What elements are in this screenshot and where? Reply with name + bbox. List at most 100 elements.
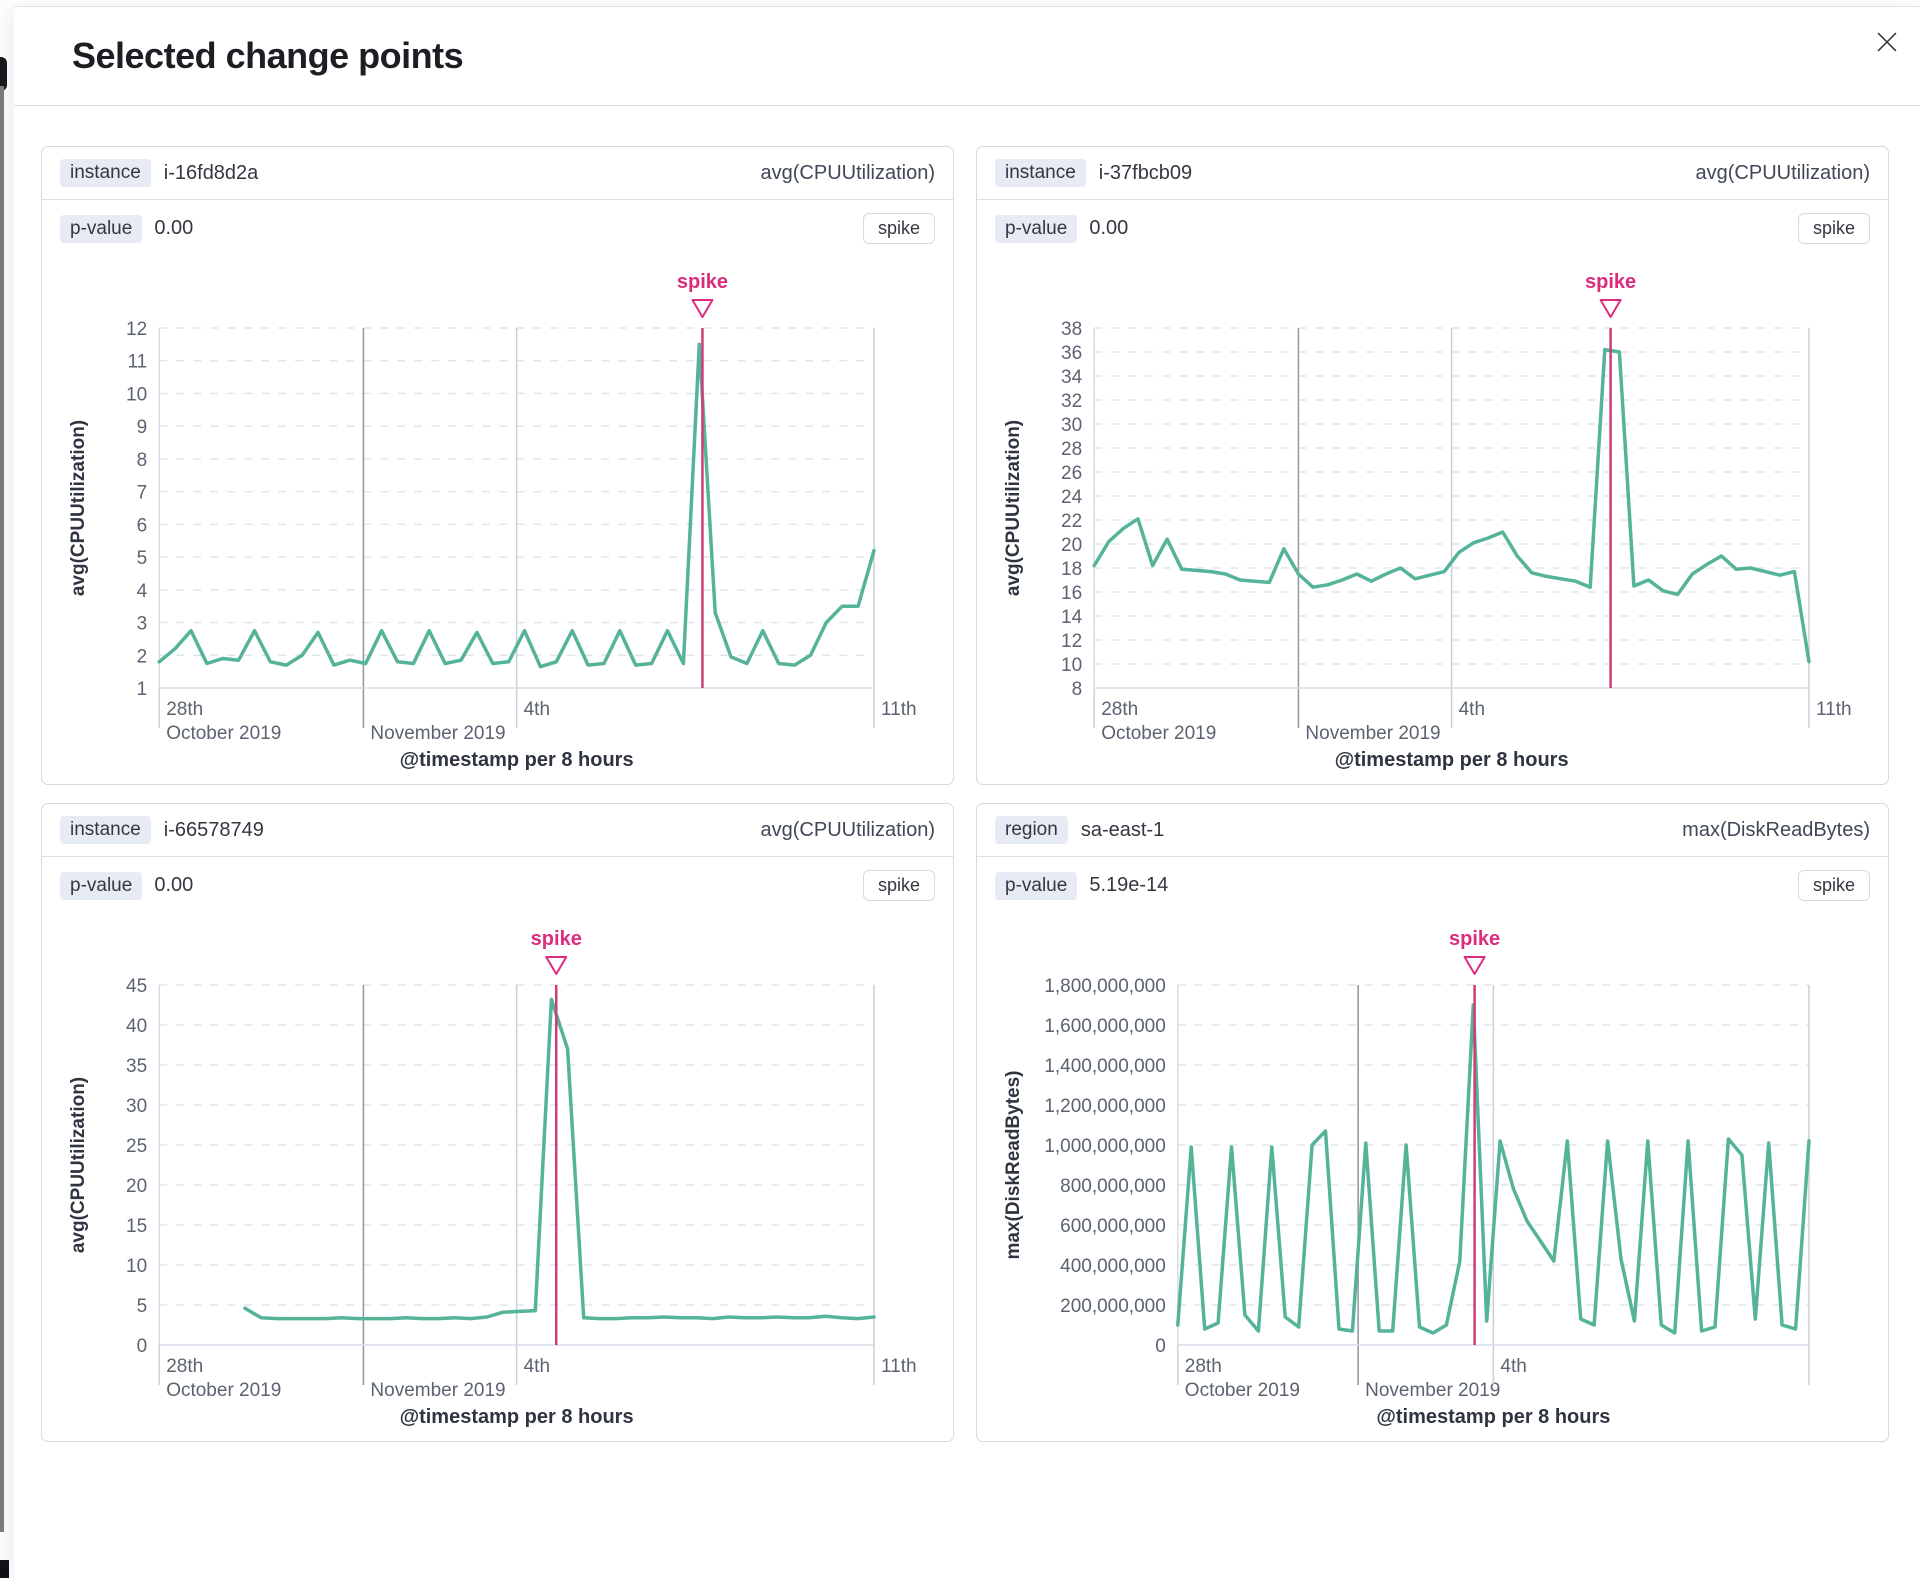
p-value-group: p-value 0.00 [60, 871, 193, 900]
p-value-group: p-value 0.00 [60, 214, 193, 243]
svg-text:22: 22 [1061, 511, 1082, 532]
svg-text:4th: 4th [524, 1356, 550, 1377]
change-point-chart: 0 200,000,000 400,000,000 600,000,000 800,00… [1003, 928, 1811, 1428]
svg-text:avg(CPUUtilization): avg(CPUUtilization) [68, 420, 89, 596]
svg-text:12: 12 [1061, 631, 1082, 652]
underlying-page-edge [0, 86, 4, 1532]
change-point-panel: instance i-37fbcb09 avg(CPUUtilization) … [976, 146, 1889, 785]
underlying-page-fragment [0, 57, 7, 91]
change-point-chart: 8 10 12 14 16 18 20 22 24 26 28 30 32 34 36 38 28th Octob… [1003, 271, 1852, 771]
panel-header: instance i-66578749 avg(CPUUtilization) [42, 804, 953, 857]
svg-text:7: 7 [137, 483, 148, 504]
panel-meta-row: p-value 0.00 spike [42, 200, 953, 248]
change-point-panel: region sa-east-1 max(DiskReadBytes) p-va… [976, 803, 1889, 1442]
p-value-badge: p-value [60, 871, 143, 900]
svg-text:15: 15 [126, 1216, 147, 1237]
svg-text:20: 20 [1061, 535, 1082, 556]
metric-label: max(DiskReadBytes) [1682, 818, 1870, 841]
change-point-type-badge: spike [862, 870, 935, 901]
panel-header: region sa-east-1 max(DiskReadBytes) [977, 804, 1888, 857]
svg-text:32: 32 [1061, 391, 1082, 412]
svg-text:4th: 4th [1459, 699, 1485, 720]
svg-text:spike: spike [531, 928, 582, 950]
spike-annotation: spike [1585, 271, 1636, 688]
series-line [1176, 1003, 1811, 1335]
series-line [1092, 347, 1811, 664]
svg-text:25: 25 [126, 1136, 147, 1157]
series-line [157, 342, 876, 669]
p-value-badge: p-value [995, 214, 1078, 243]
split-field: instance i-66578749 [60, 816, 264, 844]
spike-annotation: spike [1449, 928, 1500, 1345]
p-value: 0.00 [1089, 217, 1129, 239]
svg-text:11th: 11th [881, 1356, 917, 1377]
svg-text:16: 16 [1061, 583, 1082, 604]
svg-text:@timestamp per 8 hours: @timestamp per 8 hours [400, 1406, 634, 1428]
series-line [243, 997, 876, 1321]
chart-wrap: 1 2 3 4 5 6 7 8 9 10 11 12 28th October 2019 November … [42, 248, 953, 784]
svg-text:10: 10 [1061, 655, 1082, 676]
svg-text:11th: 11th [881, 699, 917, 720]
split-field-badge: instance [995, 159, 1086, 187]
svg-text:28th: 28th [1101, 699, 1138, 720]
close-icon [1877, 32, 1897, 52]
change-point-panel: instance i-66578749 avg(CPUUtilization) … [41, 803, 954, 1442]
svg-text:4th: 4th [524, 699, 550, 720]
svg-text:18: 18 [1061, 559, 1082, 580]
spike-annotation: spike [677, 271, 728, 688]
svg-text:@timestamp per 8 hours: @timestamp per 8 hours [1376, 1406, 1610, 1428]
svg-text:8: 8 [1072, 679, 1083, 700]
svg-text:October 2019: October 2019 [1185, 1380, 1300, 1401]
svg-text:24: 24 [1061, 487, 1083, 508]
chart-wrap: 0 200,000,000 400,000,000 600,000,000 800,00… [977, 905, 1888, 1441]
svg-text:4th: 4th [1500, 1356, 1526, 1377]
svg-text:11: 11 [127, 352, 147, 373]
metric-label: avg(CPUUtilization) [760, 818, 936, 841]
svg-text:November 2019: November 2019 [370, 723, 505, 744]
svg-text:20: 20 [126, 1176, 147, 1197]
svg-text:4: 4 [137, 581, 148, 602]
change-point-panel: instance i-16fd8d2a avg(CPUUtilization) … [41, 146, 954, 785]
svg-text:3: 3 [137, 614, 148, 635]
svg-text:November 2019: November 2019 [370, 1380, 505, 1401]
svg-text:34: 34 [1061, 367, 1083, 388]
flyout-header: Selected change points [14, 7, 1920, 106]
panel-meta-row: p-value 0.00 spike [42, 857, 953, 905]
svg-text:36: 36 [1061, 343, 1082, 364]
svg-text:28: 28 [1061, 439, 1082, 460]
svg-text:1,400,000,000: 1,400,000,000 [1044, 1056, 1166, 1077]
change-points-grid: instance i-16fd8d2a avg(CPUUtilization) … [14, 106, 1920, 1442]
close-button[interactable] [1868, 23, 1906, 61]
svg-text:November 2019: November 2019 [1305, 723, 1440, 744]
svg-text:@timestamp per 8 hours: @timestamp per 8 hours [1335, 749, 1569, 771]
svg-text:10: 10 [126, 1256, 147, 1277]
svg-text:30: 30 [1061, 415, 1082, 436]
svg-text:11th: 11th [1816, 699, 1852, 720]
svg-text:200,000,000: 200,000,000 [1060, 1296, 1166, 1317]
svg-text:14: 14 [1061, 607, 1083, 628]
svg-text:November 2019: November 2019 [1365, 1380, 1500, 1401]
svg-text:spike: spike [1585, 271, 1636, 293]
svg-text:1,600,000,000: 1,600,000,000 [1044, 1016, 1166, 1037]
split-field: instance i-37fbcb09 [995, 159, 1192, 187]
svg-text:2: 2 [137, 646, 148, 667]
svg-text:October 2019: October 2019 [166, 723, 281, 744]
split-field-value: i-16fd8d2a [163, 161, 259, 184]
p-value-group: p-value 5.19e-14 [995, 871, 1168, 900]
change-points-flyout: Selected change points instance i-16fd8d… [14, 6, 1920, 1578]
split-field-badge: instance [60, 159, 151, 187]
change-point-type-badge: spike [1797, 213, 1870, 244]
svg-text:600,000,000: 600,000,000 [1060, 1216, 1166, 1237]
split-field-badge: region [995, 816, 1068, 844]
svg-text:spike: spike [677, 271, 728, 293]
svg-text:28th: 28th [1185, 1356, 1222, 1377]
svg-text:8: 8 [137, 450, 148, 471]
svg-text:avg(CPUUtilization): avg(CPUUtilization) [1003, 420, 1024, 596]
svg-text:5: 5 [137, 1296, 148, 1317]
panel-meta-row: p-value 5.19e-14 spike [977, 857, 1888, 905]
svg-text:max(DiskReadBytes): max(DiskReadBytes) [1003, 1070, 1024, 1259]
svg-text:6: 6 [137, 515, 148, 536]
split-field-value: i-66578749 [163, 818, 264, 841]
split-field-value: sa-east-1 [1080, 818, 1165, 841]
